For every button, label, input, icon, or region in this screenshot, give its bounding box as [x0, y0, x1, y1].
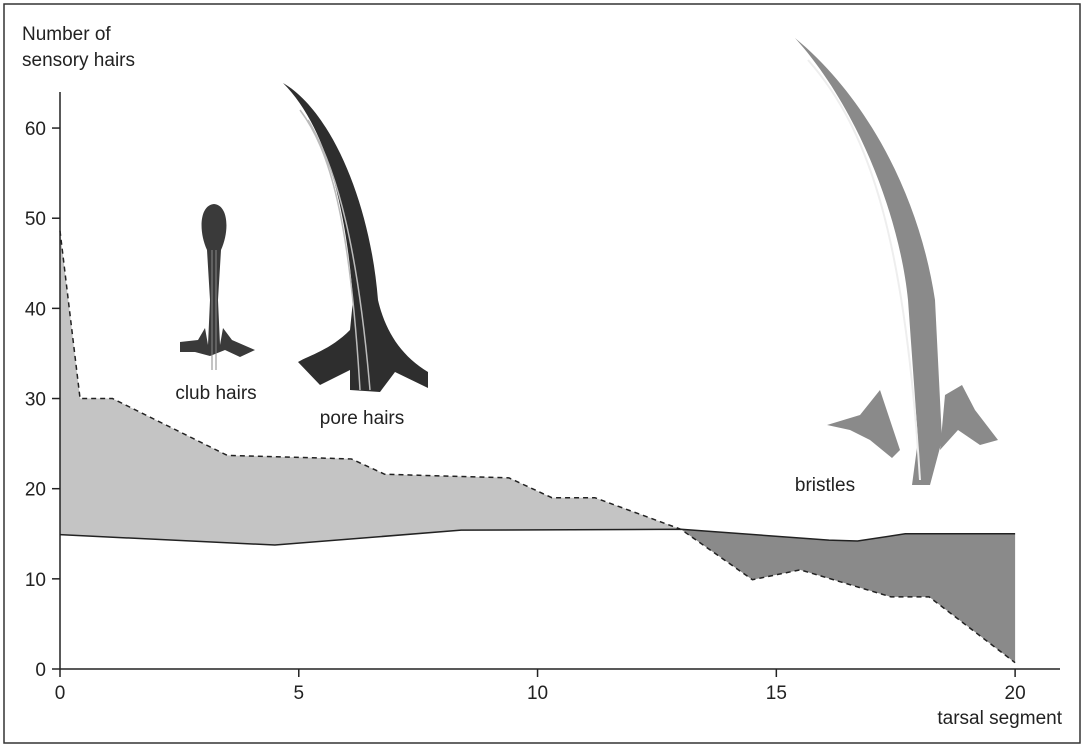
area-fill [681, 529, 1015, 662]
bristle-drawing [795, 38, 998, 485]
club-hair-drawing [180, 204, 255, 370]
x-tick-label: 20 [1005, 683, 1026, 704]
y-tick-label: 20 [25, 480, 46, 501]
x-tick-label: 10 [527, 683, 548, 704]
y-tick-label: 0 [35, 660, 46, 681]
y-tick-label: 60 [25, 119, 46, 140]
y-tick-label: 50 [25, 209, 46, 230]
pore-hair-drawing [283, 83, 428, 392]
y-axis-label: Number of [22, 24, 111, 45]
x-tick-label: 15 [766, 683, 787, 704]
x-axis-label: tarsal segment [937, 708, 1062, 729]
y-axis-label: sensory hairs [22, 50, 135, 71]
x-tick-label: 5 [293, 683, 304, 704]
y-tick-label: 30 [25, 390, 46, 411]
annotation: pore hairs [320, 408, 405, 429]
chart: Number of sensory hairs tarsal segment 0… [0, 0, 1084, 747]
x-tick-label: 0 [55, 683, 66, 704]
y-tick-label: 40 [25, 299, 46, 320]
annotation: bristles [795, 475, 855, 496]
y-tick-label: 10 [25, 570, 46, 591]
annotation: club hairs [175, 383, 256, 404]
